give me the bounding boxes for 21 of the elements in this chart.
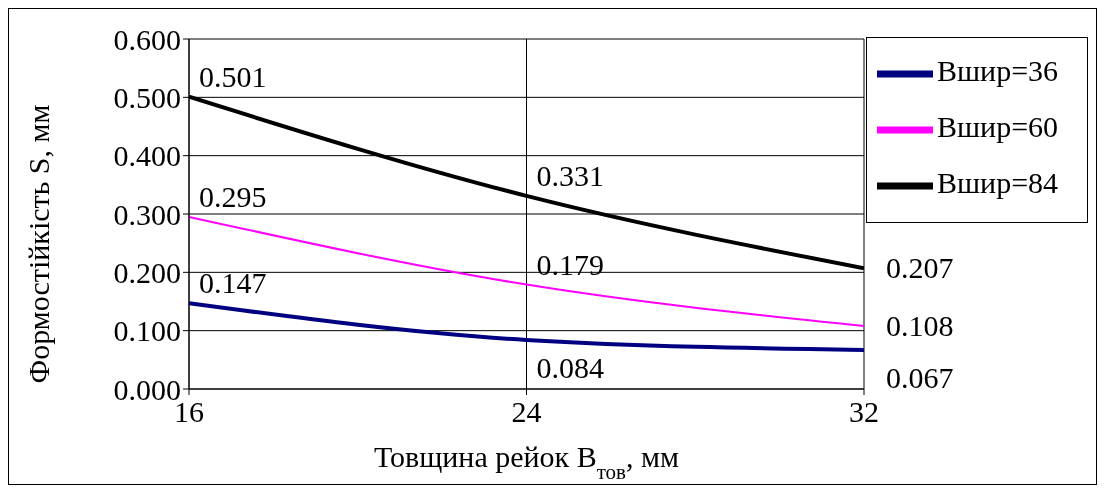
legend-label: Вшир=60	[937, 109, 1059, 143]
y-tick-label: 0.300	[113, 197, 181, 231]
data-label: 0.067	[886, 360, 954, 394]
y-axis-title: Формостійкість S, мм	[22, 104, 55, 384]
data-label: 0.147	[199, 266, 267, 300]
y-tick-label: 0.500	[113, 80, 181, 114]
y-tick-label: 0.200	[113, 255, 181, 289]
data-label: 0.331	[536, 158, 604, 192]
data-label: 0.207	[886, 251, 954, 285]
data-label: 0.084	[536, 351, 604, 384]
y-tick-label: 0.100	[113, 314, 181, 348]
x-axis-title: Товщина рейок В$_{тов}$, мм	[373, 440, 680, 484]
y-tick-label: 0.600	[113, 22, 181, 56]
x-tick-label: 24	[511, 395, 542, 429]
data-label: 0.501	[199, 59, 267, 93]
legend-label: Вшир=36	[937, 53, 1059, 87]
legend-label: Вшир=84	[937, 165, 1059, 199]
data-label: 0.108	[886, 309, 954, 342]
y-tick-label: 0.400	[113, 139, 181, 173]
data-label: 0.295	[199, 179, 267, 213]
x-tick-label: 32	[849, 395, 879, 429]
